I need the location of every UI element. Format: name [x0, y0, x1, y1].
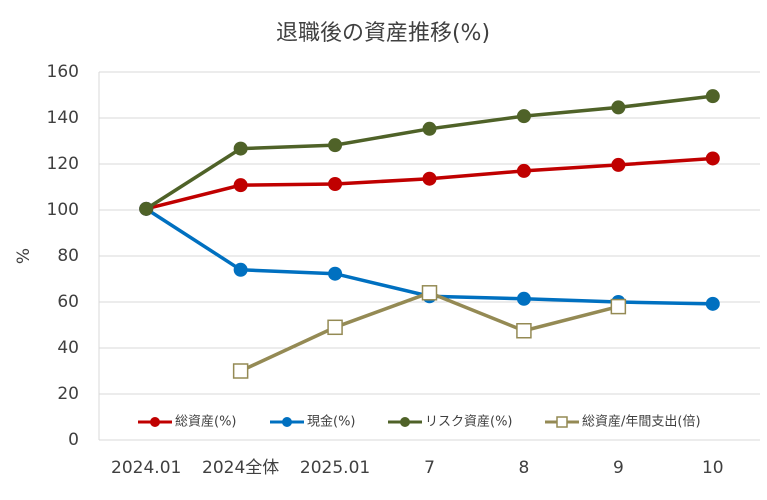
data-point — [422, 171, 437, 186]
y-tick-label: 120 — [47, 154, 79, 174]
legend-label: 現金(%) — [307, 414, 356, 430]
x-tick-label: 9 — [613, 458, 624, 478]
x-tick-label: 2024全体 — [202, 458, 279, 478]
legend-label: 総資産(%) — [175, 414, 237, 430]
data-point — [516, 291, 531, 306]
chart-title: 退職後の資産推移(%) — [276, 21, 490, 46]
legend-marker — [400, 417, 410, 427]
y-tick-label: 0 — [68, 430, 79, 450]
x-tick-label: 2024.01 — [111, 458, 181, 478]
data-point — [232, 363, 249, 379]
data-point — [233, 178, 248, 193]
data-point — [516, 163, 531, 178]
data-point — [328, 138, 343, 153]
series-line — [239, 290, 619, 373]
data-point — [611, 100, 626, 115]
legend-label: リスク資産(%) — [425, 414, 513, 430]
data-point — [233, 262, 248, 277]
y-tick-label: 140 — [47, 108, 79, 128]
x-tick-label: 10 — [702, 458, 724, 478]
y-tick-label: 160 — [47, 62, 79, 82]
legend-marker — [150, 417, 160, 427]
data-point — [705, 151, 720, 166]
data-point — [422, 121, 437, 136]
legend-label: 総資産/年間支出(倍) — [582, 414, 701, 430]
x-tick-label: 7 — [424, 458, 435, 478]
data-point — [139, 201, 154, 216]
data-point — [705, 89, 720, 104]
y-tick-label: 100 — [47, 200, 79, 220]
y-tick-label: 20 — [57, 384, 79, 404]
y-tick-label: 80 — [57, 246, 79, 266]
data-point — [705, 296, 720, 311]
data-point — [328, 266, 343, 281]
y-tick-label: 60 — [57, 292, 79, 312]
data-point — [516, 109, 531, 124]
legend-marker — [556, 416, 568, 428]
data-point — [233, 141, 248, 156]
data-point — [610, 298, 627, 315]
data-point — [421, 285, 438, 301]
series-line — [145, 94, 713, 211]
legend-marker — [282, 417, 292, 427]
x-tick-label: 2025.01 — [300, 458, 370, 478]
x-tick-label: 8 — [519, 458, 530, 478]
data-point — [611, 157, 626, 172]
y-tick-label: 40 — [57, 338, 79, 358]
data-point — [328, 177, 343, 192]
data-point — [516, 323, 532, 339]
data-point — [327, 319, 343, 336]
y-axis-label: % — [14, 248, 34, 264]
